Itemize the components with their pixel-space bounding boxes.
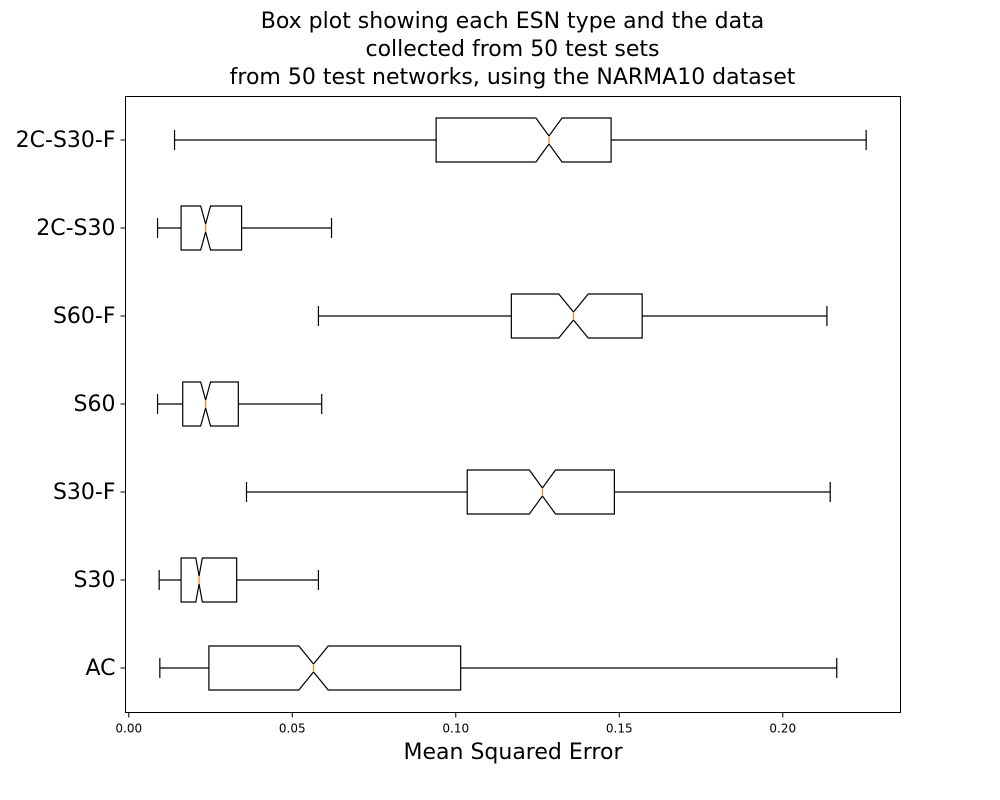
box-body: [466, 469, 615, 515]
box-s60: [156, 381, 323, 427]
y-tick-label: S30-F: [53, 480, 116, 505]
box-2c-s30-f: [173, 117, 867, 163]
box-body: [208, 645, 462, 691]
chart-title-line-1: Box plot showing each ESN type and the d…: [260, 9, 765, 34]
chart-title-line-2: collected from 50 test sets: [365, 37, 660, 62]
y-tick-label: 2C-S30-F: [16, 128, 116, 153]
box-ac: [159, 645, 838, 691]
y-tick-label: 2C-S30: [36, 216, 115, 241]
box-s30: [158, 557, 320, 603]
chart-title-line-3: from 50 test networks, using the NARMA10…: [229, 65, 796, 90]
box-s30-f: [245, 469, 831, 515]
x-tick-label: 0.00: [115, 722, 142, 736]
y-tick-label: S60: [74, 392, 116, 417]
x-axis: 0.00 0.05 0.10 0.15 0.20: [115, 712, 796, 736]
x-tick-label: 0.15: [606, 722, 633, 736]
y-tick-label: S30: [74, 568, 116, 593]
y-axis: AC S30 S30-F S60 S60-F 2C-S30 2C-S30-F: [16, 128, 126, 681]
box-body: [182, 381, 239, 427]
x-tick-label: 0.10: [442, 722, 469, 736]
box-2c-s30: [156, 205, 333, 251]
y-tick-label: AC: [85, 656, 115, 681]
y-tick-label: S60-F: [53, 304, 116, 329]
box-body: [435, 117, 612, 163]
box-body: [180, 557, 238, 603]
x-axis-label: Mean Squared Error: [404, 740, 624, 765]
x-tick-label: 0.20: [769, 722, 796, 736]
x-tick-label: 0.05: [279, 722, 306, 736]
boxes-layer: [156, 117, 867, 691]
box-body: [180, 205, 243, 251]
box-body: [510, 293, 643, 339]
box-s60-f: [317, 293, 828, 339]
